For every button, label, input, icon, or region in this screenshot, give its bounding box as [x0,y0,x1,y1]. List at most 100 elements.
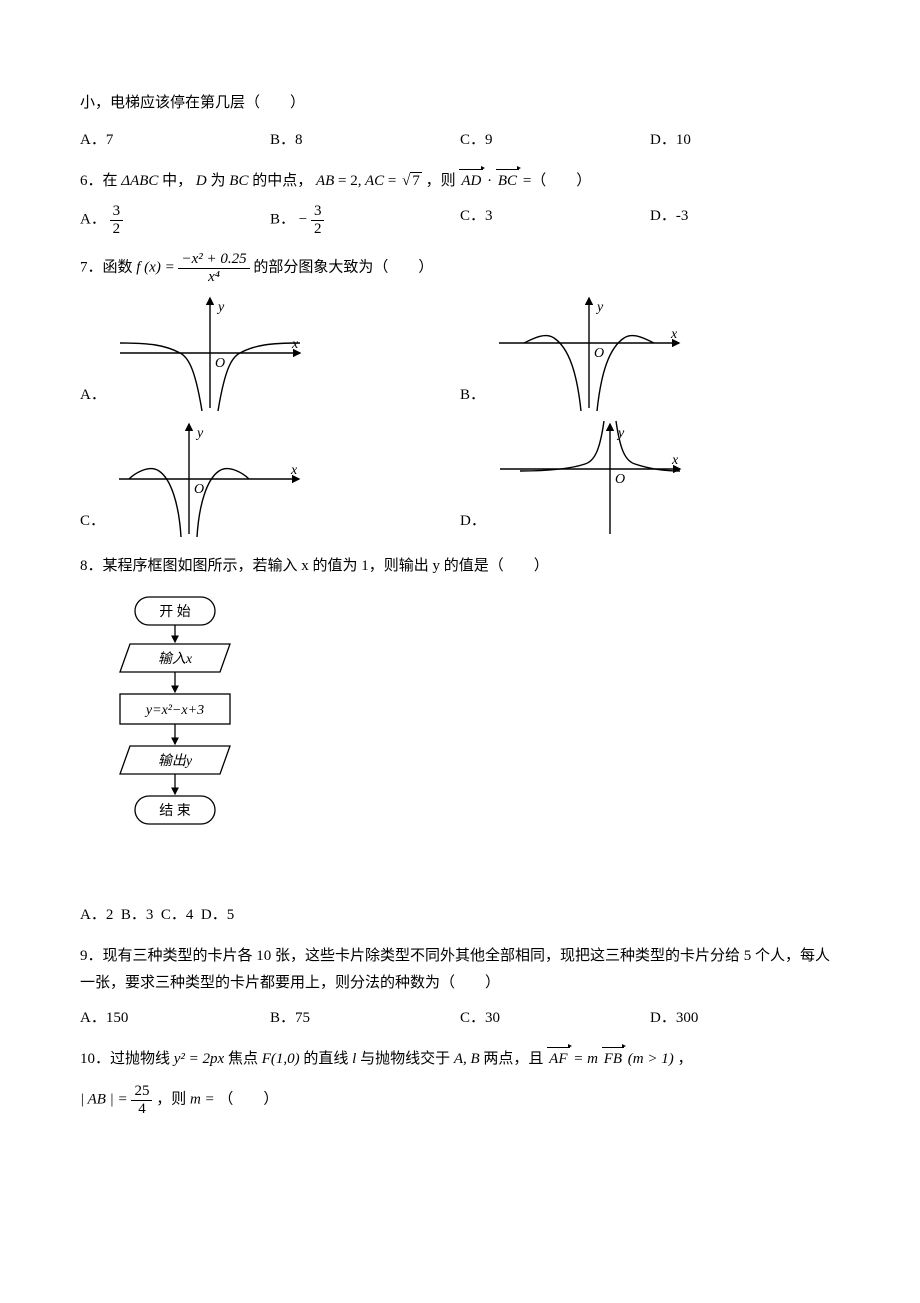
frac-den: 2 [110,221,124,238]
q9-options: A．150 B．75 C．30 D．300 [80,1005,840,1032]
q6-mid3: 的中点， [252,173,312,189]
q5-opt-c: C．9 [460,127,650,154]
q6-b-neg: − [299,211,307,227]
q5-opt-a: A．7 [80,127,270,154]
svg-text:输出y: 输出y [158,753,193,769]
q10-blank: （ ） [218,1091,278,1107]
q7-row-cd: C． y x O D． y x O [80,419,840,539]
svg-text:结 束: 结 束 [159,803,191,819]
q10-m: m = [190,1091,215,1107]
svg-text:x: x [290,463,298,478]
svg-text:y: y [195,426,204,441]
q7-graph-d: y x O [490,419,690,539]
q9-d: D．300 [650,1005,840,1032]
q8-d: D．5 [201,907,234,923]
q6-dot: · [487,173,492,189]
axis-x: x [291,337,299,352]
frac-num: 25 [131,1083,152,1101]
q6-bc-vec: BC [496,173,519,189]
q7-num: −x² + 0.25 [178,251,249,269]
q6-mid2: 为 [211,173,226,189]
q10-AF-vec: AF [547,1051,569,1067]
q6-mid1: 中， [162,173,192,189]
q6-b-frac: 3 2 [311,203,325,237]
q7-frac: −x² + 0.25 x⁴ [178,251,249,285]
q6-a-frac: 3 2 [110,203,124,237]
svg-text:输入x: 输入x [158,651,193,667]
svg-text:x: x [670,327,678,342]
axis-y: y [216,300,225,315]
q6-bc: BC [229,173,248,189]
q10-mid3: 与抛物线交于 [360,1051,450,1067]
q8-c: C．4 [161,907,194,923]
q9-stem: 9．现有三种类型的卡片各 10 张，这些卡片除类型不同外其他全部相同，现把这三种… [80,943,840,997]
frac-num: 3 [110,203,124,221]
q8-options: A．2 B．3 C．4 D．5 [80,902,840,929]
svg-text:x: x [671,453,679,468]
q10-F: F(1,0) [262,1051,300,1067]
q8-flowchart: 开 始 输入x y=x²−x+3 输出y 结 束 [100,592,840,892]
q6-d: D [196,173,207,189]
q9-a: A．150 [80,1005,270,1032]
q6-a-pre: A． [80,211,106,227]
frac-den: 4 [131,1101,152,1118]
q10-abs: | AB | = [80,1091,128,1107]
q5-opt-d: D．10 [650,127,840,154]
q10-cond: (m > 1) [628,1051,674,1067]
svg-text:y=x²−x+3: y=x²−x+3 [144,703,204,718]
q7-label-b: B． [460,382,485,409]
q10-mid1: 焦点 [228,1051,258,1067]
q7-f: f (x) = [136,259,174,275]
q7-label-a: A． [80,382,106,409]
frac-den: 2 [311,221,325,238]
q6-b-pre: B． [270,211,295,227]
q7-tail: 的部分图象大致为（ ） [253,259,433,275]
q10-AB: A, B [454,1051,480,1067]
q5-options: A．7 B．8 C．9 D．10 [80,127,840,154]
q6-eq1: AB = 2, AC = √7 [316,173,426,189]
q6-mid4: ，则 [426,173,456,189]
q6-opt-b: B． − 3 2 [270,203,460,237]
q7-pre: 7．函数 [80,259,133,275]
q6-stem: 6．在 ΔABC 中， D 为 BC 的中点， AB = 2, AC = √7 … [80,168,840,195]
q7-graph-a: y x O [110,293,310,413]
q10-pre: 10．过抛物线 [80,1051,170,1067]
q5-tail: 小，电梯应该停在第几层（ ） [80,90,840,117]
q7-label-d: D． [460,508,486,535]
q7-graph-b: y x O [489,293,689,413]
svg-text:O: O [194,482,204,497]
q7-stem: 7．函数 f (x) = −x² + 0.25 x⁴ 的部分图象大致为（ ） [80,251,840,285]
q7-graph-c: y x O [109,419,309,539]
frac-num: 3 [311,203,325,221]
svg-text:O: O [594,346,604,361]
flow-start: 开 始 [159,604,191,620]
svg-text:y: y [595,300,604,315]
q10-stem: 10．过抛物线 y² = 2px 焦点 F(1,0) 的直线 l 与抛物线交于 … [80,1046,840,1073]
axis-o: O [215,356,225,371]
q10-line2: | AB | = 25 4 ，则 m = （ ） [80,1083,840,1117]
q6-ad-vec: AD [459,173,483,189]
q8-b: B．3 [121,907,154,923]
q10-frac: 25 4 [131,1083,152,1117]
q10-l: l [352,1051,356,1067]
q7-label-c: C． [80,508,105,535]
q10-FB-vec: FB [602,1051,624,1067]
q6-opt-d: D．-3 [650,203,840,237]
q6-tail: =（ ） [523,173,591,189]
q6-options: A． 3 2 B． − 3 2 C．3 D．-3 [80,203,840,237]
svg-text:O: O [615,472,625,487]
q7-den: x⁴ [178,269,249,286]
q10-eqm: = m [573,1051,598,1067]
q8-a: A．2 [80,907,113,923]
q9-b: B．75 [270,1005,460,1032]
q10-comma: ， [678,1051,693,1067]
q10-mid2: 的直线 [303,1051,348,1067]
q6-tri: ΔABC [121,173,158,189]
q10-tail: ，则 [156,1091,186,1107]
q10-par: y² = 2px [174,1051,224,1067]
q6-opt-a: A． 3 2 [80,203,270,237]
q5-opt-b: B．8 [270,127,460,154]
q6-opt-c: C．3 [460,203,650,237]
q6-pre: 6．在 [80,173,118,189]
q9-c: C．30 [460,1005,650,1032]
